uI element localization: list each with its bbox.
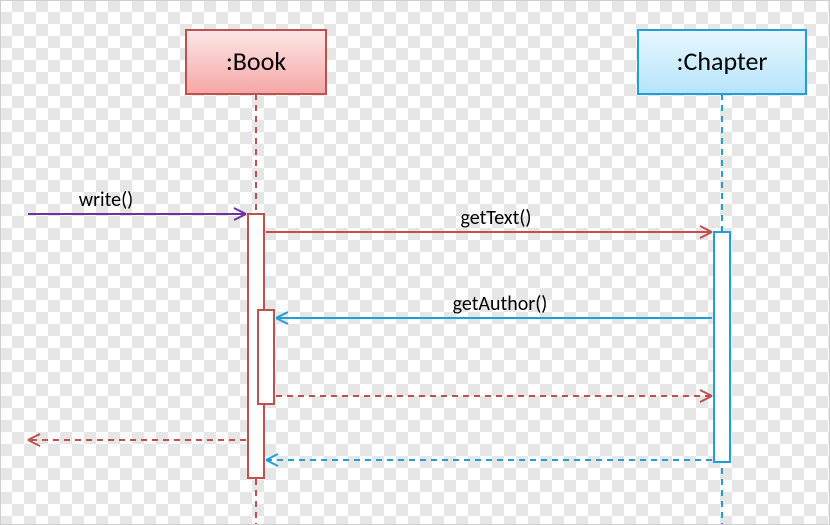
activation-chapter-act-1 [714, 232, 730, 462]
objects-layer: :Book :Chapter [186, 30, 806, 94]
object-label-book: :Book [226, 45, 287, 77]
message-label-getText: getText() [461, 206, 532, 230]
sequence-diagram: :Book :Chapter write() getText() getAuthor(… [0, 0, 830, 525]
message-label-getAuthor: getAuthor() [453, 292, 548, 316]
message-label-write: write() [79, 188, 133, 212]
object-label-chapter: :Chapter [677, 45, 768, 77]
messages-layer: write() getText() getAuthor() [28, 188, 712, 466]
activation-book-act-2 [258, 310, 274, 404]
activations-layer [248, 214, 730, 478]
